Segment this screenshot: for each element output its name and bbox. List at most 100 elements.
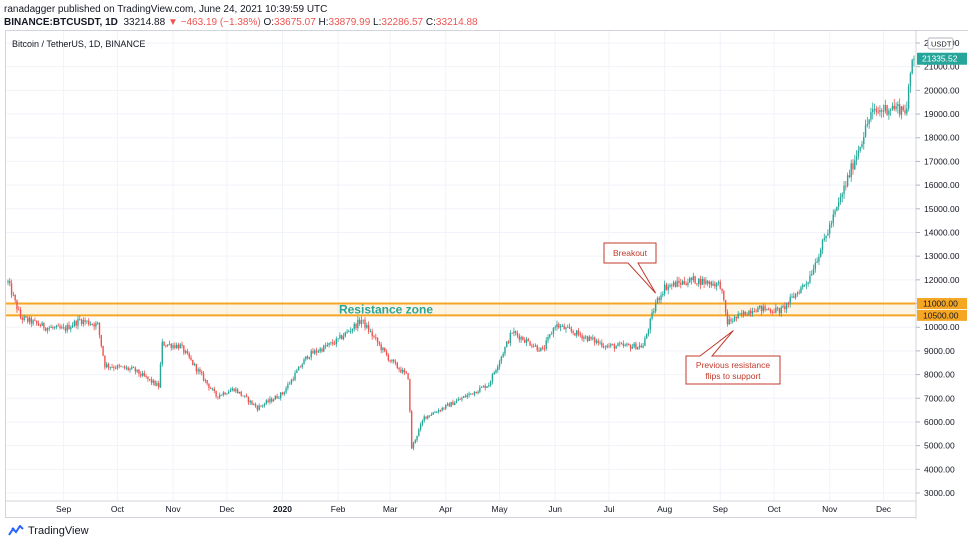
candle-body [462,396,465,398]
footer-logo[interactable]: TradingView [8,525,89,537]
candle-body [814,262,817,270]
candle-body [262,405,264,407]
candle-body [409,379,411,412]
candle-body [798,292,800,294]
candle-body [513,331,515,334]
candle-body [418,429,420,436]
candle-body [651,312,653,319]
candle-body [771,311,773,313]
candle-body [785,302,788,310]
candle-body [687,282,689,286]
candle-body [387,354,390,361]
candle-body [638,345,641,347]
candle-body [620,343,623,345]
candle-body [197,369,199,372]
candle-body [109,367,111,368]
zone-price-tag [917,298,967,310]
candle-body [504,347,506,354]
candle-body [215,391,217,397]
price-chart[interactable]: Resistance zone Breakout Previous resista… [6,31,969,519]
candle-body [439,410,442,411]
last-price: 33214.88 [123,17,166,28]
publish-info: ranadagger published on TradingView.com,… [4,4,328,15]
candle-body [314,350,316,354]
change-value: ▼ −463.19 (−1.38%) [167,17,261,28]
candle-body [443,407,445,409]
candle-body [102,345,104,356]
candle-body [599,342,601,344]
candle-body [360,320,363,324]
candle-body [470,393,472,395]
candle-body [55,325,58,328]
candle-body [468,393,470,396]
time-tick-label: Aug [657,504,672,514]
candle-body [27,317,29,322]
time-tick-label: Oct [767,504,781,514]
candle-body [520,337,522,340]
symbol-label[interactable]: BINANCE:BTCUSDT, 1D [4,17,118,28]
candle-body [654,303,657,312]
candle-body [111,367,113,368]
candle-body [118,365,120,367]
chart-title: Bitcoin / TetherUS, 1D, BINANCE [12,39,145,49]
candle-body [303,359,305,365]
candle-body [448,403,451,407]
time-tick-label: Sep [713,504,728,514]
candle-body [787,302,790,304]
candle-body [229,390,232,393]
candle-body [593,337,596,343]
candle-body [852,163,854,170]
candle-body [77,318,79,326]
candle-body [782,306,784,308]
candle-body [597,340,599,344]
candle-body [28,317,31,322]
grid [6,31,916,501]
candle-body [89,324,92,325]
candle-body [271,398,273,402]
candle-body [288,383,291,385]
candle-body [477,391,479,394]
candle-body [845,185,847,187]
time-tick-label: Sep [56,504,71,514]
candle-body [396,362,399,369]
candle-body [861,143,863,147]
candle-body [441,407,443,411]
candle-body [315,350,318,353]
candle-body [423,416,425,421]
candle-body [750,310,752,314]
candle-body [206,380,208,384]
candle-body [577,330,580,335]
candle-body [317,351,320,353]
candle-body [154,380,156,386]
candle-body [340,335,343,340]
candle-body [753,311,756,313]
candle-body [36,320,38,324]
candle-body [466,395,468,398]
candle-body [629,345,632,349]
candle-body [412,442,415,449]
candle-body [554,327,556,329]
candle-body [358,319,361,324]
candle-body [794,293,797,298]
candle-body [141,373,144,376]
candle-body [204,380,207,381]
candle-body [498,361,501,367]
candle-body [430,414,433,416]
candle-body [484,385,486,388]
candle-body [59,326,61,329]
candle-body [891,105,894,110]
candle-body [269,398,271,402]
candle-body [382,347,384,351]
candle-body [812,269,815,275]
low-label: L: [373,17,382,28]
candle-body [559,326,562,328]
candle-body [401,369,404,373]
candle-body [389,360,391,362]
candle-body [549,334,551,338]
candle-body [506,341,508,348]
candle-body [9,280,11,284]
candle-body [872,109,874,113]
candle-body [346,331,348,333]
candle-body [177,344,180,349]
candle-body [348,331,350,332]
